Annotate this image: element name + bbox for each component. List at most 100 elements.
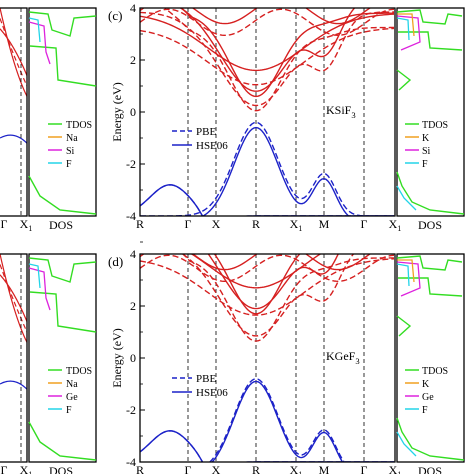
valence-band-2 (140, 430, 394, 462)
dos-legend: TDOS K Si F (405, 120, 448, 170)
valence-band-2 (140, 430, 394, 462)
conduction-band-1 (181, 254, 395, 342)
valence-band-1 (201, 126, 350, 216)
left-dos-frame (28, 253, 97, 463)
left-band-line (0, 264, 27, 333)
valence-band-2 (140, 184, 394, 216)
conduction-band-1 (163, 8, 395, 112)
dos-plot: TDOS K Si F DOS (396, 7, 465, 232)
k-point-label: R (136, 463, 144, 474)
left-tdos-valence-curve (28, 421, 97, 461)
k-point-label: X1 (290, 463, 303, 474)
band-plot-frame (139, 7, 396, 217)
k-point-label: X1 (389, 217, 402, 233)
left-dos-curves (28, 257, 97, 461)
y-tick-label: -4 (126, 455, 136, 469)
left-xtick-x1: X1 (20, 217, 33, 233)
tdos-valence-curve (396, 417, 465, 461)
tdos-valence-curve (396, 171, 465, 215)
left-legend-label: F (66, 159, 72, 170)
left-band-valence-line (0, 134, 27, 144)
legend-pbe-label: PBE (196, 126, 216, 138)
tdos-curve (396, 255, 463, 337)
k-point-label: Γ (185, 463, 192, 474)
y-tick-label: -4 (126, 209, 136, 223)
pdos-cation-curve (397, 13, 415, 37)
valence-band-1 (211, 380, 344, 462)
left-legend-label: Na (66, 379, 78, 390)
y-axis-label: Energy (eV) (110, 82, 124, 141)
left-xtick-x1: X1 (20, 463, 33, 474)
conduction-band-1 (213, 254, 301, 315)
left-band-line (0, 18, 27, 87)
y-tick-label: -2 (126, 403, 136, 417)
valence-band-1 (208, 378, 345, 462)
left-legend-label: Si (66, 146, 75, 157)
valence-band-1 (140, 121, 394, 216)
legend-hse06-label: HSE06 (196, 387, 228, 399)
left-band-valence-line (0, 380, 27, 390)
legend-pbe-label: PBE (196, 373, 216, 385)
left-dos-curves (28, 11, 97, 215)
y-tick-label: 4 (130, 247, 136, 261)
k-point-label: Γ (185, 217, 192, 231)
left-partial-panel: TDOS Na Si F Γ X1 DOS (0, 7, 97, 233)
panel-label: (d) (108, 254, 123, 269)
k-point-label: X1 (290, 217, 303, 233)
k-point-label: M (319, 463, 330, 474)
conduction-band-4 (140, 258, 395, 316)
panel-c: TDOS Na Si F Γ X1 DOS 4 2 0 -2 -4 Energy (eV) R Γ X R X1 M… (0, 1, 465, 243)
y-axis: 4 2 0 -2 -4 Energy (eV) (110, 247, 145, 469)
left-f-curve (28, 263, 41, 289)
left-band-line (0, 274, 27, 322)
valence-band-2 (140, 184, 394, 216)
left-dos-xlabel: DOS (49, 464, 73, 474)
left-legend-label: Ge (66, 392, 78, 403)
k-point-label: Γ (361, 463, 368, 474)
panel-label: (c) (108, 8, 122, 23)
material-label-subscript: 3 (355, 356, 359, 366)
y-tick-label: 2 (130, 299, 136, 313)
dos-legend-label: TDOS (422, 366, 448, 377)
conduction-band-2 (140, 11, 395, 107)
material-label-text: KSiF (326, 103, 352, 117)
dos-legend-label: K (422, 379, 430, 390)
left-band-frame (0, 7, 28, 217)
conduction-band-4 (140, 27, 395, 86)
band-curves (140, 254, 395, 462)
material-label-subscript: 3 (351, 110, 355, 120)
left-legend-label: Na (66, 133, 78, 144)
pdos-cation-curve (397, 259, 415, 283)
pdos-f-curve (396, 17, 410, 41)
left-dos-legend: TDOS Na Ge F (48, 366, 92, 416)
pdos-metalloid-curve (396, 15, 421, 51)
conduction-band-3 (140, 8, 372, 25)
band-legend: PBE HSE06 (172, 126, 228, 152)
x-axis: R Γ X R X1 M Γ X1 (136, 217, 401, 233)
dos-xlabel: DOS (418, 218, 442, 232)
left-pdos-curve (28, 267, 51, 311)
dos-legend-label: F (422, 159, 428, 170)
band-legend: PBE HSE06 (172, 373, 228, 399)
conduction-band-2 (207, 254, 340, 310)
left-dos-xlabel: DOS (49, 218, 73, 232)
conduction-band-3 (140, 254, 395, 282)
dos-legend: TDOS K Ge F (405, 366, 448, 416)
k-point-label: M (319, 217, 330, 231)
dos-curves (396, 9, 465, 215)
pdos-f-valence-curve (396, 185, 417, 211)
k-point-label: R (252, 217, 260, 231)
left-xtick-gamma: Γ (1, 463, 8, 474)
conduction-band-1 (180, 8, 395, 98)
conduction-band-4 (140, 13, 395, 72)
dos-frame (396, 253, 465, 463)
left-band-line (0, 8, 27, 97)
dos-legend-label: TDOS (422, 120, 448, 131)
pdos-f-valence-curve (396, 431, 417, 457)
pdos-f-curve (396, 263, 410, 287)
left-dos-legend: TDOS Na Si F (48, 120, 92, 170)
band-structure-plot: 4 2 0 -2 -4 Energy (eV) R Γ X R X1 M Γ X1 (d) KGeF3 PBE H… (108, 247, 401, 474)
legend-hse06-label: HSE06 (196, 140, 228, 152)
left-band-frame (0, 253, 28, 463)
